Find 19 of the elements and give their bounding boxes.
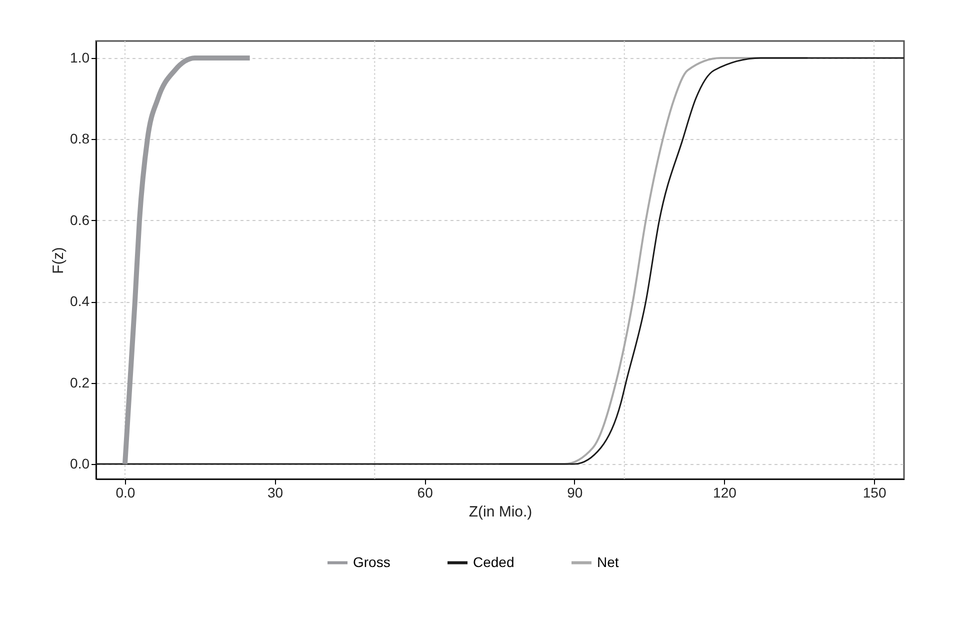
legend-label: Ceded bbox=[473, 554, 514, 570]
line-series bbox=[95, 57, 905, 465]
x-tick-label: 150 bbox=[862, 484, 886, 500]
y-tick-label: 0.8 bbox=[70, 130, 90, 147]
line-series bbox=[498, 57, 809, 465]
legend-label: Gross bbox=[353, 554, 390, 570]
x-tick-label: 90 bbox=[567, 484, 583, 500]
x-tick-label: 60 bbox=[417, 484, 434, 500]
x-tick-label: 120 bbox=[713, 484, 737, 500]
y-tick-label: 1.0 bbox=[70, 50, 90, 66]
x-tick-label: 0.0 bbox=[116, 484, 136, 500]
y-tick-label: 0.0 bbox=[70, 455, 90, 472]
y-tick-label: 0.2 bbox=[70, 374, 90, 390]
x-axis-title: Z(in Mio.) bbox=[468, 504, 532, 520]
y-axis-title: F(z) bbox=[50, 247, 68, 274]
legend-label: Net bbox=[597, 554, 619, 570]
y-tick-label: 0.4 bbox=[70, 293, 90, 310]
x-tick-label: 30 bbox=[267, 484, 284, 500]
y-tick-label: 0.6 bbox=[70, 212, 90, 228]
